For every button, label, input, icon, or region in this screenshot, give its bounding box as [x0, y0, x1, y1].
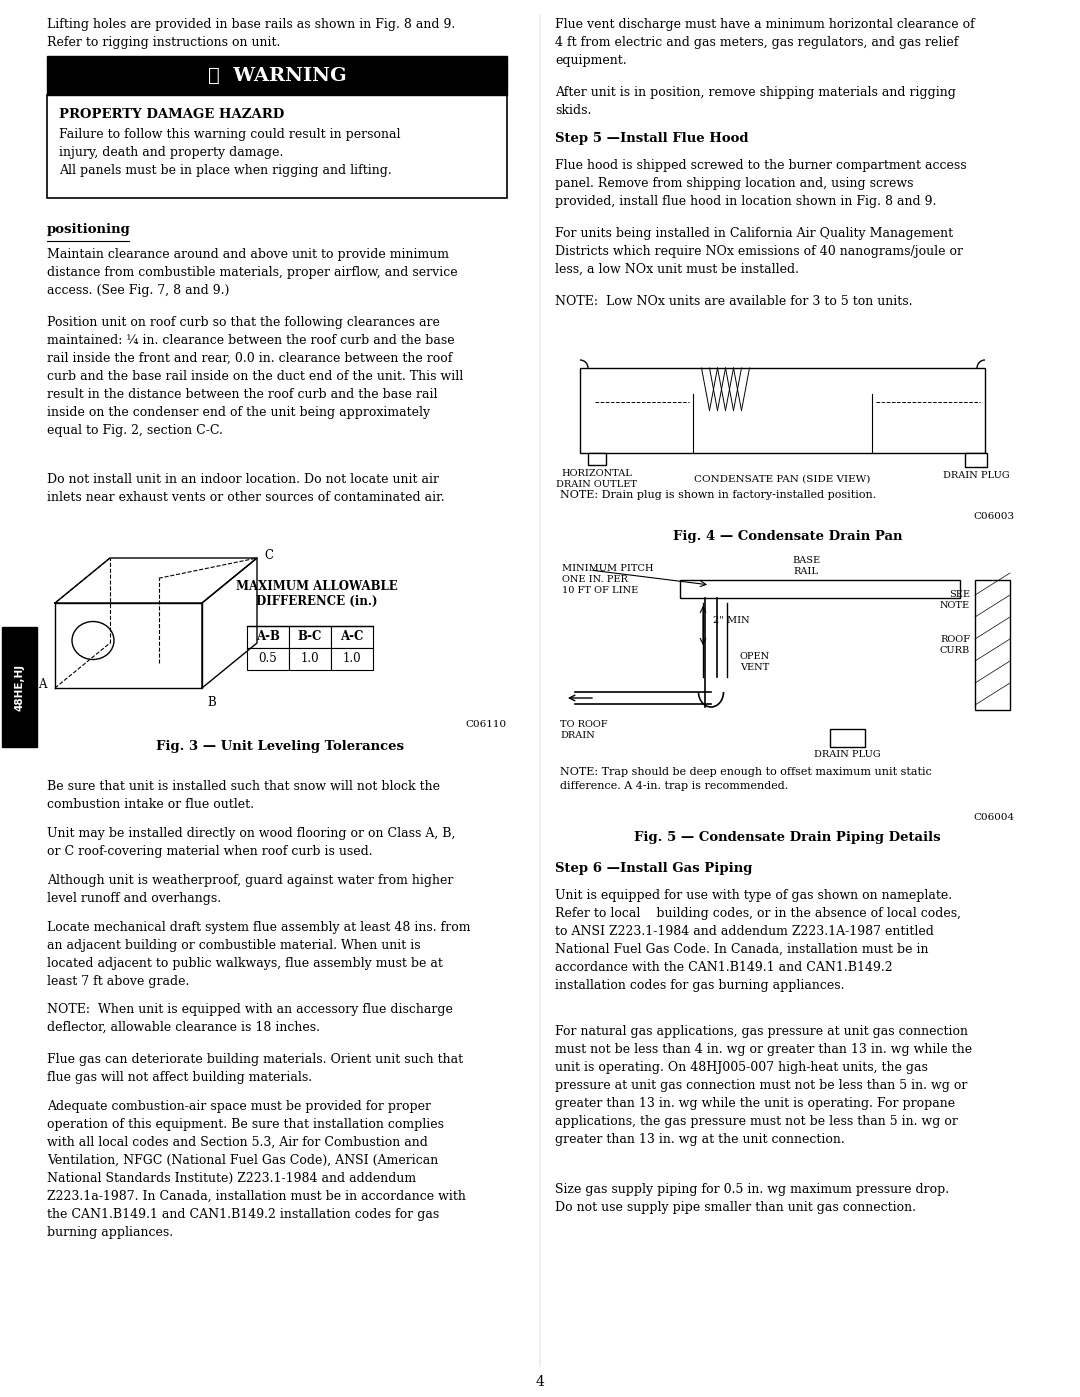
Text: HORIZONTAL
DRAIN OUTLET: HORIZONTAL DRAIN OUTLET — [556, 469, 637, 489]
Bar — [580, 367, 985, 453]
Bar — [680, 580, 960, 598]
Text: C06004: C06004 — [974, 813, 1015, 821]
Text: MAXIMUM ALLOWABLE: MAXIMUM ALLOWABLE — [237, 580, 397, 592]
Text: C06110: C06110 — [465, 719, 507, 729]
Text: Adequate combustion-air space must be provided for proper
operation of this equi: Adequate combustion-air space must be pr… — [48, 1099, 465, 1239]
Bar — [975, 580, 1010, 710]
Text: NOTE:  When unit is equipped with an accessory flue discharge
deflector, allowab: NOTE: When unit is equipped with an acce… — [48, 1003, 453, 1034]
Bar — [48, 56, 507, 95]
Text: Flue gas can deteriorate building materials. Orient unit such that
flue gas will: Flue gas can deteriorate building materi… — [48, 1053, 463, 1084]
Text: After unit is in position, remove shipping materials and rigging
skids.: After unit is in position, remove shippi… — [555, 87, 956, 117]
Text: MINIMUM PITCH
ONE IN. PER
10 FT OF LINE: MINIMUM PITCH ONE IN. PER 10 FT OF LINE — [562, 564, 653, 595]
Text: PROPERTY DAMAGE HAZARD: PROPERTY DAMAGE HAZARD — [59, 108, 284, 122]
Text: Flue vent discharge must have a minimum horizontal clearance of
4 ft from electr: Flue vent discharge must have a minimum … — [555, 18, 975, 67]
Text: Step 5 —Install Flue Hood: Step 5 —Install Flue Hood — [555, 131, 748, 145]
Text: DRAIN PLUG: DRAIN PLUG — [943, 471, 1010, 481]
Text: Position unit on roof curb so that the following clearances are
maintained: ¼ in: Position unit on roof curb so that the f… — [48, 316, 463, 437]
Text: For units being installed in California Air Quality Management
Districts which r: For units being installed in California … — [555, 226, 963, 277]
Text: 48HE,HJ: 48HE,HJ — [14, 664, 25, 711]
Bar — [2, 627, 37, 747]
Text: 2" MIN: 2" MIN — [713, 616, 750, 624]
Bar — [966, 453, 987, 467]
Text: SEE
NOTE: SEE NOTE — [940, 590, 970, 610]
Text: TO ROOF
DRAIN: TO ROOF DRAIN — [561, 719, 608, 740]
Text: OPEN
VENT: OPEN VENT — [740, 652, 770, 672]
Bar — [247, 648, 289, 671]
Text: BASE
RAIL: BASE RAIL — [792, 556, 820, 576]
Text: DIFFERENCE (in.): DIFFERENCE (in.) — [256, 595, 378, 608]
Text: Size gas supply piping for 0.5 in. wg maximum pressure drop.
Do not use supply p: Size gas supply piping for 0.5 in. wg ma… — [555, 1183, 949, 1214]
Text: DRAIN PLUG: DRAIN PLUG — [813, 750, 880, 759]
Text: C: C — [264, 549, 273, 562]
Bar — [289, 648, 330, 671]
Text: Locate mechanical draft system flue assembly at least 48 ins. from
an adjacent b: Locate mechanical draft system flue asse… — [48, 921, 471, 988]
Text: CONDENSATE PAN (SIDE VIEW): CONDENSATE PAN (SIDE VIEW) — [694, 475, 870, 483]
Text: 1.0: 1.0 — [300, 652, 320, 665]
Text: ⚠  WARNING: ⚠ WARNING — [207, 67, 347, 84]
Text: All panels must be in place when rigging and lifting.: All panels must be in place when rigging… — [59, 163, 392, 177]
Text: Fig. 3 — Unit Leveling Tolerances: Fig. 3 — Unit Leveling Tolerances — [156, 740, 404, 753]
Text: Lifting holes are provided in base rails as shown in Fig. 8 and 9.
Refer to rigg: Lifting holes are provided in base rails… — [48, 18, 456, 49]
Text: Do not install unit in an indoor location. Do not locate unit air
inlets near ex: Do not install unit in an indoor locatio… — [48, 474, 445, 504]
Text: A-C: A-C — [340, 630, 364, 644]
Text: Failure to follow this warning could result in personal
injury, death and proper: Failure to follow this warning could res… — [59, 129, 401, 159]
Text: A-B: A-B — [256, 630, 280, 644]
Text: A: A — [39, 679, 48, 692]
Text: Unit may be installed directly on wood flooring or on Class A, B,
or C roof-cove: Unit may be installed directly on wood f… — [48, 827, 456, 858]
Text: NOTE: Trap should be deep enough to offset maximum unit static
difference. A 4-i: NOTE: Trap should be deep enough to offs… — [561, 767, 932, 791]
Text: 1.0: 1.0 — [342, 652, 362, 665]
Bar — [289, 626, 330, 648]
Text: Unit is equipped for use with type of gas shown on nameplate.
Refer to local    : Unit is equipped for use with type of ga… — [555, 888, 961, 992]
Bar — [48, 95, 507, 198]
Text: Step 6 —Install Gas Piping: Step 6 —Install Gas Piping — [555, 862, 753, 875]
Bar — [247, 626, 289, 648]
Text: For natural gas applications, gas pressure at unit gas connection
must not be le: For natural gas applications, gas pressu… — [555, 1025, 972, 1146]
Bar — [330, 626, 373, 648]
Text: ROOF
CURB: ROOF CURB — [940, 636, 970, 655]
Text: Flue hood is shipped screwed to the burner compartment access
panel. Remove from: Flue hood is shipped screwed to the burn… — [555, 159, 967, 208]
Bar — [330, 648, 373, 671]
Text: positioning: positioning — [48, 224, 131, 236]
Text: Be sure that unit is installed such that snow will not block the
combustion inta: Be sure that unit is installed such that… — [48, 780, 440, 812]
Text: Fig. 5 — Condensate Drain Piping Details: Fig. 5 — Condensate Drain Piping Details — [634, 831, 941, 844]
Text: Maintain clearance around and above unit to provide minimum
distance from combus: Maintain clearance around and above unit… — [48, 249, 458, 298]
Text: 4: 4 — [536, 1375, 544, 1389]
Text: Although unit is weatherproof, guard against water from higher
level runoff and : Although unit is weatherproof, guard aga… — [48, 875, 454, 905]
Text: 0.5: 0.5 — [258, 652, 278, 665]
Text: NOTE:  Low NOx units are available for 3 to 5 ton units.: NOTE: Low NOx units are available for 3 … — [555, 295, 913, 307]
Bar — [831, 729, 865, 747]
Bar — [588, 453, 606, 465]
Text: B-C: B-C — [298, 630, 322, 644]
Text: B: B — [207, 696, 216, 710]
Text: C06003: C06003 — [974, 511, 1015, 521]
Text: NOTE: Drain plug is shown in factory-installed position.: NOTE: Drain plug is shown in factory-ins… — [561, 490, 876, 500]
Text: Fig. 4 — Condensate Drain Pan: Fig. 4 — Condensate Drain Pan — [673, 529, 902, 543]
